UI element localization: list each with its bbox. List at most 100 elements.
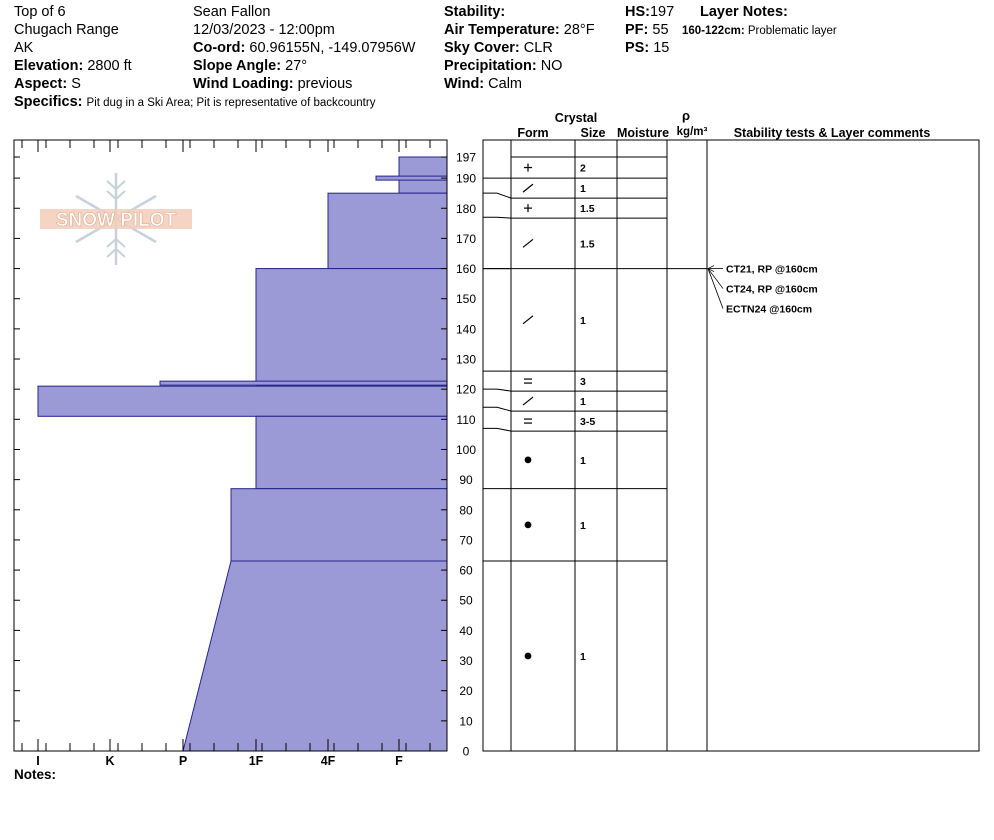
stability-test-label: CT21, RP @160cm xyxy=(726,264,818,276)
location-name: Top of 6 xyxy=(14,4,66,20)
hardness-bar xyxy=(255,415,448,490)
layer-connector xyxy=(483,406,512,412)
aspect-value: S xyxy=(71,76,81,92)
hardness-bar xyxy=(37,385,448,417)
y-tick-label: 197 xyxy=(456,151,476,165)
wind-loading-label: Wind Loading: xyxy=(193,76,294,92)
notes-label: Notes: xyxy=(14,767,56,782)
layer-notes-title: Layer Notes: xyxy=(700,4,788,20)
round-grain-symbol xyxy=(524,652,532,660)
sky-label: Sky Cover: xyxy=(444,40,520,56)
hardness-bar xyxy=(398,156,448,194)
ps-value: 15 xyxy=(653,40,670,56)
wind-label: Wind: xyxy=(444,76,485,92)
stability-leader xyxy=(707,268,724,309)
y-tick-label: 60 xyxy=(459,564,473,578)
air-temp-label: Air Temperature: xyxy=(444,22,560,38)
thin-layer xyxy=(375,175,448,181)
air-temp-value: 28°F xyxy=(563,22,595,38)
y-tick-label: 30 xyxy=(459,654,473,668)
stability-label: Stability: xyxy=(444,4,506,20)
observer-name: Sean Fallon xyxy=(193,4,271,20)
layer-table: 2 1 1.5 1.5 1 3 1 3-5 1 1 1 CT21, RP @160cm CT24, RP… xyxy=(483,140,818,752)
decomposing-symbol xyxy=(522,396,534,406)
y-tick-label: 160 xyxy=(456,262,476,276)
size-header: Size xyxy=(580,126,605,140)
aspect-label: Aspect: xyxy=(14,76,68,92)
state-name: AK xyxy=(14,40,34,56)
hardness-frame xyxy=(13,139,448,752)
ps-row: PS: 15 xyxy=(625,39,674,57)
air-temp-row: Air Temperature: 28°F xyxy=(444,21,595,39)
ps-label: PS: xyxy=(625,40,650,56)
precip-label: Precipitation: xyxy=(444,58,537,74)
y-tick-label: 140 xyxy=(456,322,476,336)
x-tick-label: P xyxy=(179,754,187,768)
stability-test-label: CT24, RP @160cm xyxy=(726,284,818,296)
precip-value: NO xyxy=(540,58,563,74)
y-tick-label: 50 xyxy=(459,594,473,608)
density-symbol: ρ xyxy=(682,108,690,123)
range-name: Chugach Range xyxy=(14,22,119,38)
y-tick-label: 0 xyxy=(463,745,470,759)
pf-row: PF: 55 xyxy=(625,21,674,39)
pf-label: PF: xyxy=(625,22,649,38)
hardness-profile xyxy=(37,156,448,752)
layer-connector xyxy=(483,388,512,392)
crystal-size: 2 xyxy=(580,163,586,175)
precip-row: Precipitation: NO xyxy=(444,57,595,75)
density-unit: kg/m³ xyxy=(677,126,708,138)
y-tick-label: 120 xyxy=(456,383,476,397)
wind-loading-value: previous xyxy=(297,76,353,92)
layer-note-range: 160-122cm: xyxy=(682,25,745,37)
y-tick-label: 10 xyxy=(459,714,473,728)
stability-leader xyxy=(707,268,724,289)
hardness-bar xyxy=(182,560,448,752)
hardness-axis: I K P 1F 4F F xyxy=(21,140,431,768)
crystal-size: 1 xyxy=(580,396,586,408)
layer-table-frame xyxy=(482,139,980,752)
round-grain-symbol xyxy=(524,521,532,529)
logo-text: SNOW PILOT xyxy=(56,210,177,231)
hardness-bar xyxy=(327,192,448,270)
y-tick-label: 80 xyxy=(459,503,473,517)
crystal-size: 3 xyxy=(580,376,586,388)
coord-label: Co-ord: xyxy=(193,40,246,56)
hs-label: HS: xyxy=(625,4,650,20)
crystal-size: 3-5 xyxy=(580,416,595,428)
wind-row: Wind: Calm xyxy=(444,75,595,93)
slope-label: Slope Angle: xyxy=(193,58,282,74)
stability-row: Stability: xyxy=(444,3,595,21)
elevation-label: Elevation: xyxy=(14,58,84,74)
crystal-size: 1.5 xyxy=(580,203,595,215)
pf-value: 55 xyxy=(652,22,669,38)
stability-header: Stability tests & Layer comments xyxy=(734,126,931,140)
y-tick-label: 180 xyxy=(456,202,476,216)
crystal-size: 1 xyxy=(580,183,586,195)
slope-row: Slope Angle: 27° xyxy=(193,57,415,75)
crystal-size: 1 xyxy=(580,520,586,532)
y-tick-label: 40 xyxy=(459,624,473,638)
y-tick-label: 110 xyxy=(456,413,475,427)
elevation-row: Elevation: 2800 ft xyxy=(14,57,375,75)
x-tick-label: I xyxy=(36,754,39,768)
round-grain-symbol xyxy=(524,456,532,464)
coord-row: Co-ord: 60.96155N, -149.07956W xyxy=(193,39,415,57)
y-tick-label: 70 xyxy=(459,533,473,547)
specifics-row: Specifics: Pit dug in a Ski Area; Pit is… xyxy=(14,93,375,112)
x-tick-label: 4F xyxy=(321,754,336,768)
slope-value: 27° xyxy=(285,58,308,74)
crystal-size: 1 xyxy=(580,651,586,663)
y-tick-label: 90 xyxy=(459,473,473,487)
snow-pilot-logo: SNOW PILOT xyxy=(40,171,192,267)
decomposing-symbol xyxy=(522,183,534,193)
observation-datetime: 12/03/2023 - 12:00pm xyxy=(193,22,335,38)
layer-connector xyxy=(483,192,512,199)
hardness-bar xyxy=(255,268,448,387)
x-tick-label: K xyxy=(105,754,114,768)
y-tick-label: 170 xyxy=(456,232,476,246)
aspect-row: Aspect: S xyxy=(14,75,375,93)
decomposing-symbol xyxy=(522,315,534,325)
x-tick-label: 1F xyxy=(249,754,264,768)
